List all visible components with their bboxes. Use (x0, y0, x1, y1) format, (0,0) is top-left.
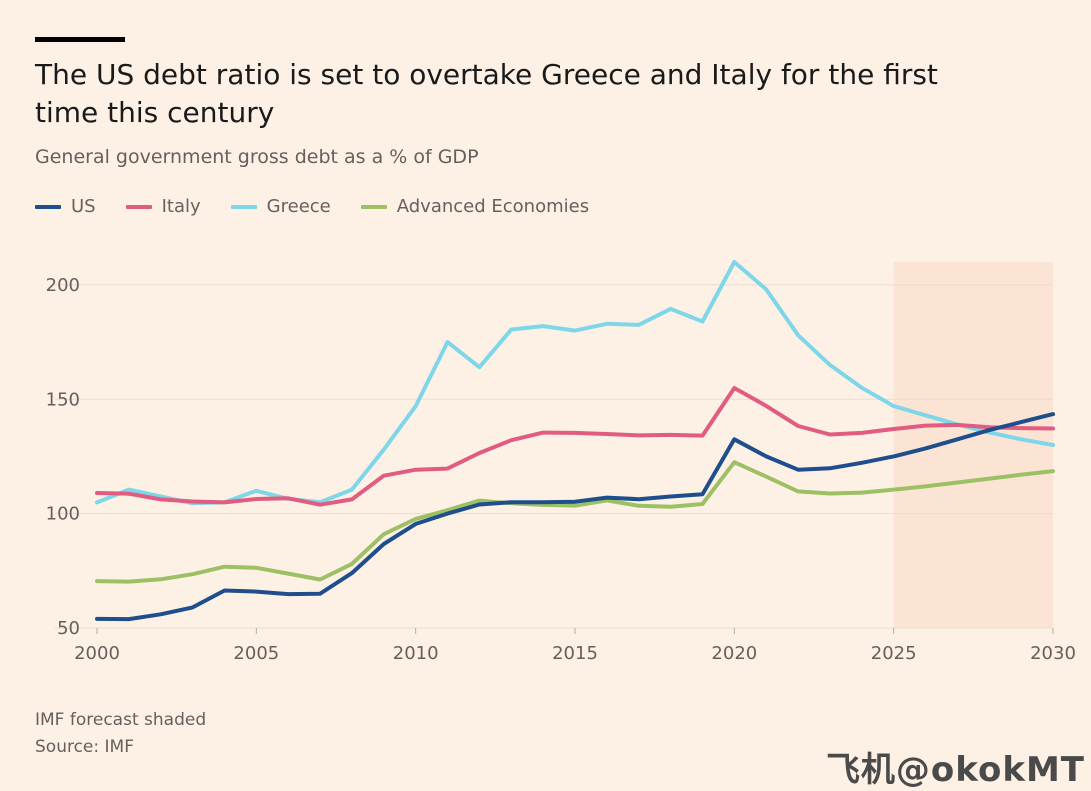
legend: US Italy Greece Advanced Economies (35, 196, 589, 217)
legend-item-advanced-economies: Advanced Economies (360, 196, 590, 217)
y-axis-ticks: 50 100 150 200 (46, 275, 80, 639)
legend-label-greece: Greece (266, 196, 331, 217)
gridlines (55, 284, 1053, 629)
forecast-shaded-region (893, 262, 1053, 628)
series-line-advanced-economies (95, 460, 1055, 584)
series-line-us (95, 412, 1055, 622)
x-tick-label-2015: 2015 (552, 643, 598, 664)
y-tick-label-50: 50 (57, 618, 80, 639)
legend-item-greece: Greece (230, 196, 331, 217)
legend-item-us: US (35, 196, 96, 217)
legend-swatch-italy (125, 204, 152, 209)
y-tick-label-100: 100 (46, 504, 80, 525)
series-lines (95, 260, 1055, 622)
legend-swatch-greece (230, 204, 257, 209)
watermark: 飞机@okokMT (825, 750, 1085, 790)
y-tick-label-150: 150 (46, 389, 80, 410)
line-chart: 2000 2005 2010 2015 2020 2025 2030 50 100 150 200 (46, 260, 1076, 664)
x-tick-label-2000: 2000 (74, 643, 120, 664)
legend-swatch-us (35, 204, 61, 209)
x-tick-label-2025: 2025 (871, 643, 917, 664)
forecast-footnote: IMF forecast shaded (35, 710, 207, 730)
series-line-greece (95, 260, 1055, 506)
legend-label-advanced-economies: Advanced Economies (396, 196, 590, 217)
legend-swatch-advanced-economies (360, 204, 387, 209)
title-accent-bar (35, 37, 125, 42)
chart-subtitle: General government gross debt as a % of … (35, 146, 479, 168)
x-axis-ticks: 2000 2005 2010 2015 2020 2025 2030 (74, 628, 1076, 664)
x-tick-label-2010: 2010 (393, 643, 439, 664)
x-tick-label-2005: 2005 (233, 643, 279, 664)
series-line-italy (95, 386, 1055, 507)
source-note: Source: IMF (35, 737, 134, 757)
chart-title: The US debt ratio is set to overtake Gre… (35, 58, 938, 129)
y-tick-label-200: 200 (46, 275, 80, 296)
legend-item-italy: Italy (125, 196, 201, 217)
x-tick-label-2020: 2020 (711, 643, 757, 664)
x-tick-label-2030: 2030 (1030, 643, 1076, 664)
forecast-shade-layer (893, 262, 1053, 628)
legend-label-us: US (71, 196, 96, 217)
legend-label-italy: Italy (161, 196, 201, 217)
